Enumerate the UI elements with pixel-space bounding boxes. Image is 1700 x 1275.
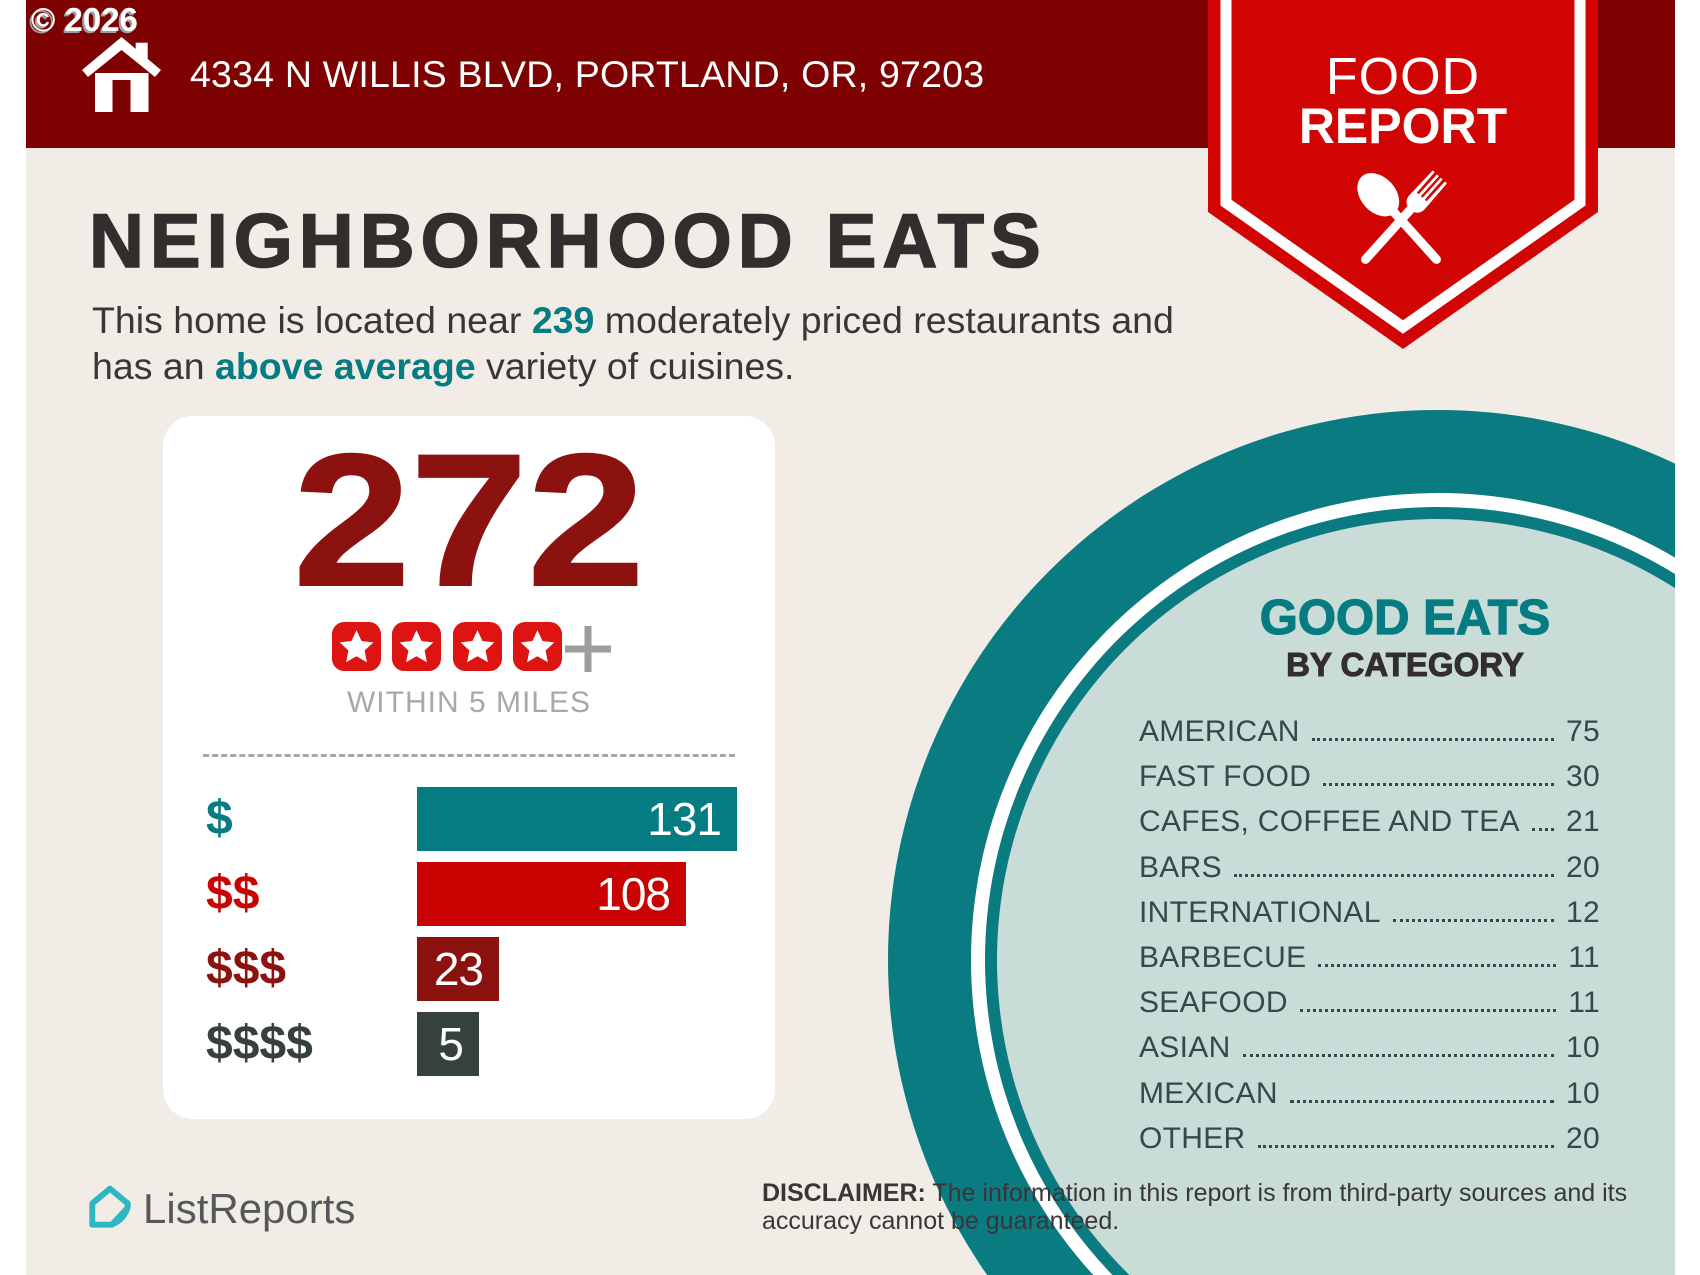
svg-text:FOOD: FOOD (1325, 48, 1479, 106)
svg-text:REPORT: REPORT (1298, 98, 1506, 154)
